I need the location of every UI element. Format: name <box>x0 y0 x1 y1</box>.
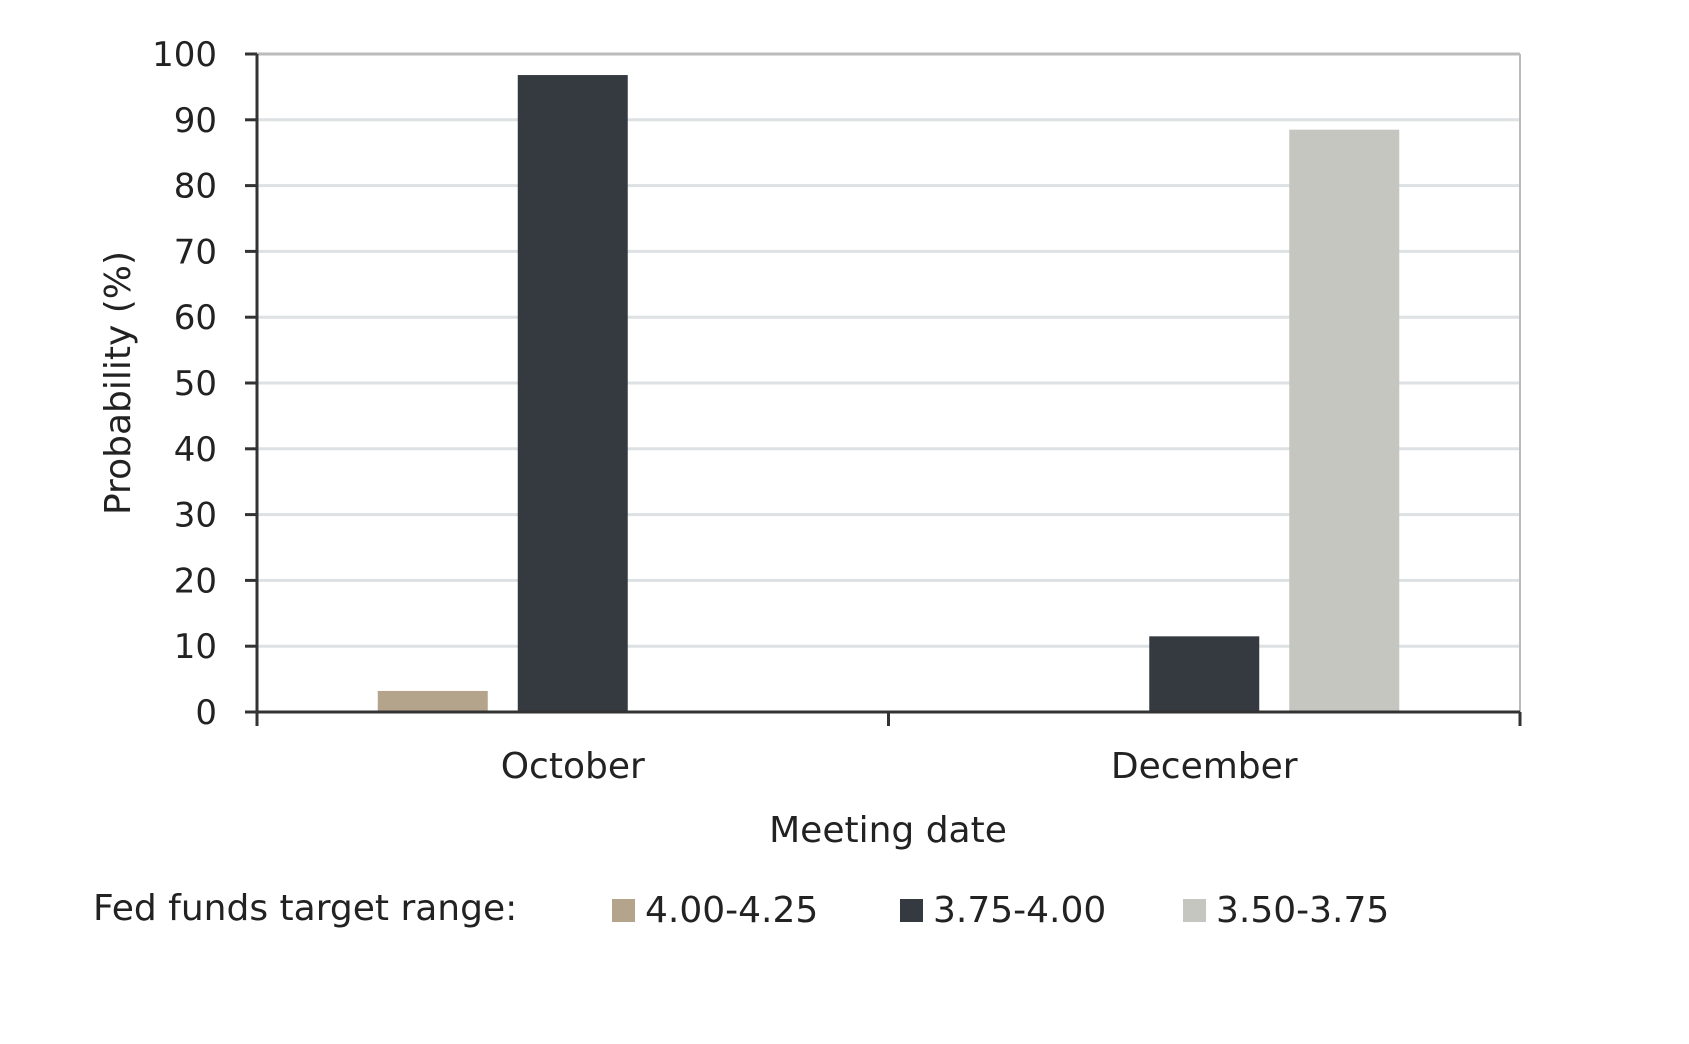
y-tick-label: 30 <box>174 496 217 536</box>
y-axis-label: Probability (%) <box>98 251 139 515</box>
bar-3.75-4.00-December <box>1149 636 1260 712</box>
bar-3.75-4.00-October <box>517 75 628 712</box>
x-tick-label: December <box>1111 746 1298 787</box>
y-tick-label: 10 <box>174 627 217 667</box>
y-tick-label: 80 <box>174 167 217 207</box>
legend-label: 3.50-3.75 <box>1216 890 1389 931</box>
x-tick-label: October <box>501 746 645 787</box>
legend-label: 4.00-4.25 <box>645 890 818 931</box>
y-tick-label: 60 <box>174 298 217 338</box>
y-tick-label: 90 <box>174 101 217 141</box>
y-tick-label: 40 <box>174 430 217 470</box>
bar-4.00-4.25-October <box>377 690 488 712</box>
legend-swatch <box>1183 899 1206 922</box>
x-axis-label: Meeting date <box>769 810 1007 851</box>
y-tick-label: 0 <box>195 693 217 733</box>
legend-swatch <box>900 899 923 922</box>
y-tick-label: 20 <box>174 561 217 601</box>
y-tick-label: 100 <box>152 35 217 75</box>
legend-title: Fed funds target range: <box>93 888 517 929</box>
y-tick-label: 50 <box>174 364 217 404</box>
legend-swatch <box>612 899 635 922</box>
legend: 4.00-4.25 3.75-4.00 3.50-3.75 <box>612 890 1389 931</box>
y-tick-label: 70 <box>174 232 217 272</box>
bar-3.50-3.75-December <box>1289 129 1400 713</box>
legend-label: 3.75-4.00 <box>933 890 1106 931</box>
